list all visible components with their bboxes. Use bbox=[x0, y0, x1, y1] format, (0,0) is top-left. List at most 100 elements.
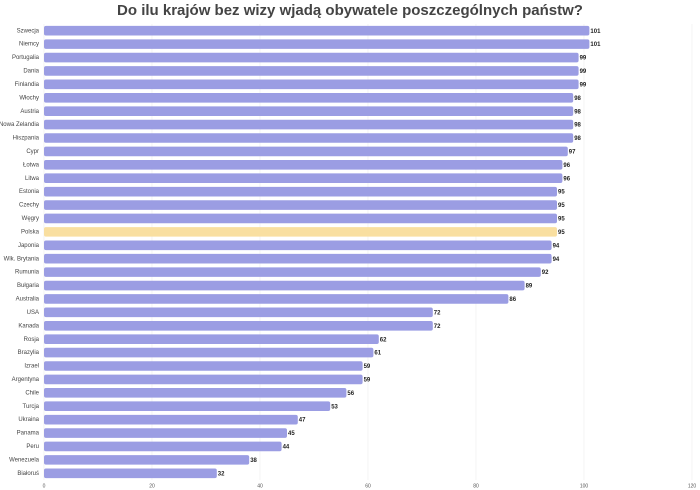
x-tick-label: 80 bbox=[473, 483, 479, 489]
bar bbox=[44, 173, 563, 184]
bar bbox=[44, 106, 574, 116]
bar bbox=[44, 468, 217, 479]
value-label: 98 bbox=[574, 96, 581, 102]
y-tick-label: Nowa Zelandia bbox=[0, 122, 40, 128]
bar bbox=[44, 240, 552, 251]
value-label: 72 bbox=[434, 310, 441, 316]
y-tick-label: Argentyna bbox=[12, 377, 40, 383]
bar bbox=[44, 25, 590, 36]
bar bbox=[44, 334, 379, 344]
y-tick-label: Niemcy bbox=[19, 42, 39, 48]
y-tick-label: Czechy bbox=[19, 203, 39, 209]
bar bbox=[44, 186, 557, 197]
y-tick-label: Białoruś bbox=[17, 471, 39, 477]
y-tick-label: Peru bbox=[26, 444, 39, 450]
x-tick-label: 0 bbox=[43, 483, 46, 489]
y-tick-label: Izrael bbox=[24, 364, 39, 370]
bar bbox=[44, 66, 579, 76]
value-label: 86 bbox=[509, 297, 516, 303]
value-label: 56 bbox=[347, 391, 354, 397]
y-tick-label: Wlk. Brytania bbox=[4, 256, 40, 262]
x-tick-label: 120 bbox=[688, 483, 697, 489]
y-tick-label: Estonia bbox=[19, 189, 40, 195]
value-label: 47 bbox=[299, 418, 306, 424]
y-tick-label: Dania bbox=[23, 69, 39, 75]
value-label: 101 bbox=[590, 42, 601, 48]
value-label: 92 bbox=[542, 270, 549, 276]
y-tick-label: Finlandia bbox=[15, 82, 40, 88]
value-label: 98 bbox=[574, 123, 581, 129]
value-label: 95 bbox=[558, 203, 565, 209]
value-label: 45 bbox=[288, 431, 295, 437]
y-tick-label: Rumunia bbox=[15, 270, 40, 276]
value-label: 99 bbox=[580, 82, 587, 88]
value-label: 96 bbox=[563, 163, 570, 169]
bar bbox=[44, 133, 574, 143]
bar bbox=[44, 441, 282, 452]
bar bbox=[44, 213, 557, 224]
bar bbox=[44, 280, 525, 291]
value-label: 62 bbox=[380, 337, 387, 343]
value-label: 95 bbox=[558, 217, 565, 223]
value-label: 95 bbox=[558, 190, 565, 196]
bar bbox=[44, 414, 298, 425]
y-tick-label: Szwecja bbox=[17, 28, 40, 34]
y-tick-label: Portugalia bbox=[12, 55, 40, 61]
bar bbox=[44, 253, 552, 264]
x-tick-label: 40 bbox=[257, 483, 263, 489]
y-tick-label: Cypr bbox=[26, 149, 39, 155]
y-tick-label: Litwa bbox=[25, 176, 40, 182]
y-tick-label: Węgry bbox=[22, 216, 39, 222]
value-label: 94 bbox=[553, 257, 560, 263]
y-tick-label: Łotwa bbox=[23, 162, 40, 168]
bar bbox=[44, 92, 574, 103]
bar bbox=[44, 146, 568, 157]
value-label: 61 bbox=[374, 351, 381, 357]
bar bbox=[44, 160, 563, 170]
y-tick-label: Brazylia bbox=[18, 350, 40, 356]
y-tick-label: Ukraina bbox=[18, 417, 39, 423]
y-tick-label: Rosja bbox=[24, 337, 40, 343]
bar bbox=[44, 455, 250, 465]
bar bbox=[44, 294, 509, 304]
value-label: 32 bbox=[218, 471, 225, 477]
y-tick-label: Panama bbox=[17, 431, 40, 437]
chart-title: Do ilu krajów bez wizy wjadą obywatele p… bbox=[117, 2, 583, 19]
y-tick-label: Wenezuela bbox=[9, 457, 40, 463]
value-label: 98 bbox=[574, 109, 581, 115]
y-tick-label: Chile bbox=[25, 390, 39, 396]
value-label: 101 bbox=[590, 29, 601, 35]
bar bbox=[44, 401, 331, 412]
x-tick-label: 100 bbox=[580, 483, 589, 489]
bar bbox=[44, 374, 363, 385]
bar bbox=[44, 307, 433, 318]
value-label: 99 bbox=[580, 56, 587, 62]
y-tick-label: Włochy bbox=[19, 95, 39, 101]
value-label: 89 bbox=[526, 284, 533, 290]
y-tick-label: Turcja bbox=[23, 404, 40, 410]
y-tick-label: Polska bbox=[21, 229, 40, 235]
value-label: 38 bbox=[250, 458, 257, 464]
y-tick-label: Australia bbox=[16, 297, 40, 303]
value-label: 44 bbox=[283, 445, 290, 451]
bar bbox=[44, 428, 287, 438]
y-tick-label: Kanada bbox=[18, 323, 39, 329]
value-label: 94 bbox=[553, 243, 560, 249]
y-tick-label: Hiszpania bbox=[13, 136, 40, 142]
value-label: 59 bbox=[364, 377, 371, 383]
y-tick-label: Japonia bbox=[18, 243, 40, 249]
bar bbox=[44, 361, 363, 371]
x-tick-label: 60 bbox=[365, 483, 371, 489]
x-tick-label: 20 bbox=[149, 483, 155, 489]
bar bbox=[44, 200, 557, 210]
bar bbox=[44, 320, 433, 331]
value-label: 95 bbox=[558, 230, 565, 236]
bar bbox=[44, 39, 590, 49]
value-label: 99 bbox=[580, 69, 587, 75]
bar bbox=[44, 267, 541, 277]
y-tick-label: Austria bbox=[20, 109, 39, 115]
value-label: 97 bbox=[569, 149, 576, 155]
bar bbox=[44, 347, 374, 358]
y-tick-label: Bułgaria bbox=[17, 283, 40, 289]
